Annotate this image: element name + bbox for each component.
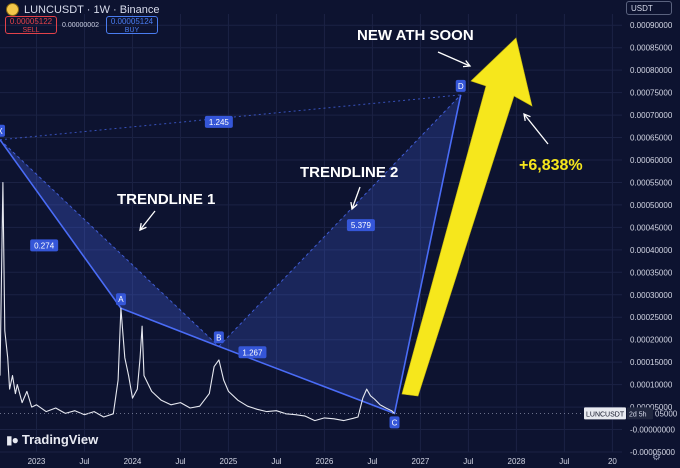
y-tick-label: 0.00020000 xyxy=(630,336,673,345)
spread-value: 0.00000002 xyxy=(62,22,99,29)
x-tick-label: 2023 xyxy=(28,457,46,466)
pattern-point-label: C xyxy=(392,418,398,427)
arrow-to-trendline1-icon xyxy=(139,210,156,231)
y-axis-panel xyxy=(622,0,680,468)
x-tick-label: 2028 xyxy=(508,457,526,466)
sell-button[interactable]: 0.00005122 SELL xyxy=(5,16,57,34)
new-ath-annotation: NEW ATH SOON xyxy=(357,27,474,44)
trendline2-annotation: TRENDLINE 2 xyxy=(300,164,398,181)
pattern-point-marker xyxy=(0,124,5,137)
currency-selector[interactable]: USDT xyxy=(626,1,672,15)
buy-button[interactable]: 0.00005124 BUY xyxy=(106,16,158,34)
y-tick-label: -0.00000000 xyxy=(630,426,675,435)
tradingview-logo: ▮● TradingView xyxy=(6,432,98,447)
pattern-triangle-bcd xyxy=(218,94,461,414)
x-tick-label: Jul xyxy=(175,457,185,466)
coin-icon xyxy=(6,3,19,16)
arrow-to-target-icon xyxy=(523,113,549,145)
arrow-to-ath-icon xyxy=(437,51,471,67)
arrow-to-ath-icon-head xyxy=(462,60,472,68)
ratio-label: 5.379 xyxy=(351,221,372,230)
last-price-value: 05000 xyxy=(655,409,678,418)
last-price-timer: 2d 5h xyxy=(629,411,647,418)
ratio-label-box xyxy=(238,346,267,359)
ratio-label-box xyxy=(204,115,233,128)
x-tick-label: Jul xyxy=(79,457,89,466)
y-tick-label: 0.00055000 xyxy=(630,178,673,187)
y-tick-label: 0.00015000 xyxy=(630,358,673,367)
pattern-point-marker xyxy=(455,79,466,92)
arrow-to-trendline2-icon xyxy=(351,186,361,210)
chart-header: LUNCUSDT · 1W · Binance xyxy=(6,3,160,16)
y-tick-label: 0.00080000 xyxy=(630,66,673,75)
last-price-symbol: LUNCUSDT xyxy=(586,411,625,418)
sell-label: SELL xyxy=(22,27,40,34)
y-tick-label: 0.00070000 xyxy=(630,111,673,120)
sell-price: 0.00005122 xyxy=(9,17,53,26)
y-tick-label: 0.00010000 xyxy=(630,381,673,390)
pattern-diagonal-xb xyxy=(0,139,220,347)
tradingview-mark-icon: ▮● xyxy=(6,432,19,447)
ratio-label: 0.274 xyxy=(34,241,55,250)
symbol-title: LUNCUSDT · 1W · Binance xyxy=(24,3,160,16)
last-price-timer-badge xyxy=(627,407,653,420)
arrow-to-trendline2-icon-head xyxy=(350,201,358,211)
y-tick-label: 0.00040000 xyxy=(630,246,673,255)
x-tick-label: Jul xyxy=(559,457,569,466)
pattern-point-label: A xyxy=(118,295,124,304)
y-tick-label: 0.00065000 xyxy=(630,134,673,143)
x-tick-label: Jul xyxy=(367,457,377,466)
pattern-legs xyxy=(0,94,462,415)
y-tick-label: 0.00060000 xyxy=(630,156,673,165)
arrow-to-trendline1-icon-head xyxy=(139,222,147,232)
buy-label: BUY xyxy=(124,27,140,34)
y-tick-label: 0.00075000 xyxy=(630,89,673,98)
x-tick-label: Jul xyxy=(463,457,473,466)
y-tick-label: 0.00085000 xyxy=(630,44,673,53)
y-tick-label: 0.00030000 xyxy=(630,291,673,300)
last-price-symbol-badge xyxy=(584,407,626,420)
ratio-label-box xyxy=(346,219,375,232)
y-tick-label: 0.00025000 xyxy=(630,313,673,322)
pattern-point-label: B xyxy=(216,333,221,342)
bullish-arrow-icon xyxy=(401,37,533,397)
x-tick-label: 2026 xyxy=(316,457,334,466)
y-tick-label: 0.00090000 xyxy=(630,21,673,30)
x-tick-label: 20 xyxy=(608,457,617,466)
tradingview-wordmark: TradingView xyxy=(21,432,99,447)
arrow-to-target-icon-head xyxy=(523,112,531,122)
y-tick-label: 0.00035000 xyxy=(630,268,673,277)
x-tick-label: Jul xyxy=(271,457,281,466)
ratio-label: 1.245 xyxy=(209,118,230,127)
y-tick-label: 0.00045000 xyxy=(630,223,673,232)
y-tick-label: -0.00005000 xyxy=(630,448,675,457)
ratio-label: 1.267 xyxy=(242,348,263,357)
pattern-point-marker xyxy=(389,416,400,429)
pattern-point-label: X xyxy=(0,127,3,136)
pattern-point-marker xyxy=(115,293,126,306)
x-tick-label: 2024 xyxy=(124,457,142,466)
pattern-diagonal-bd xyxy=(218,94,462,347)
pattern-point-marker xyxy=(213,331,224,344)
gain-annotation: +6,838% xyxy=(519,157,583,174)
y-tick-label: 0.00050000 xyxy=(630,201,673,210)
trendline1-annotation: TRENDLINE 1 xyxy=(117,191,215,208)
ratio-label-box xyxy=(30,239,59,252)
gear-icon[interactable]: ⚙ xyxy=(652,452,661,463)
price-series-line xyxy=(0,181,395,422)
buy-price: 0.00005124 xyxy=(110,17,154,26)
pattern-point-label: D xyxy=(458,82,464,91)
x-tick-label: 2025 xyxy=(220,457,238,466)
x-tick-label: 2027 xyxy=(412,457,430,466)
